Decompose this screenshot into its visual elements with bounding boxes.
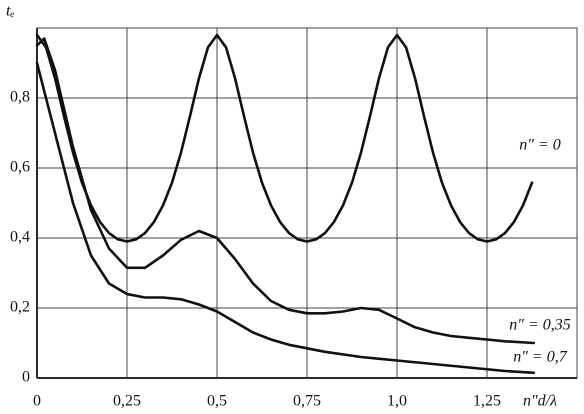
y-tick-label: 0,8 (10, 89, 30, 106)
series-label: n″ = 0,7 (513, 349, 567, 366)
x-tick-label: 1,25 (473, 393, 501, 410)
x-tick-label: 1,0 (387, 393, 407, 410)
x-axis-label: n″d/λ (523, 393, 557, 410)
y-tick-label: 0 (22, 369, 30, 386)
x-tick-label: 0,5 (207, 393, 227, 410)
series-label: n″ = 0 (519, 137, 560, 154)
y-tick-label: 0,6 (10, 159, 30, 176)
curve (35, 37, 536, 345)
curve (35, 33, 534, 243)
x-tick-label: 0,25 (113, 393, 141, 410)
x-tick-label: 0,75 (293, 393, 321, 410)
y-axis-label: tₑ (6, 3, 15, 20)
curve (35, 61, 536, 375)
series-label: n″ = 0,35 (509, 317, 570, 334)
y-tick-label: 0,2 (10, 299, 30, 316)
x-tick-label: 0 (33, 393, 41, 410)
y-tick-label: 0,4 (10, 229, 30, 246)
